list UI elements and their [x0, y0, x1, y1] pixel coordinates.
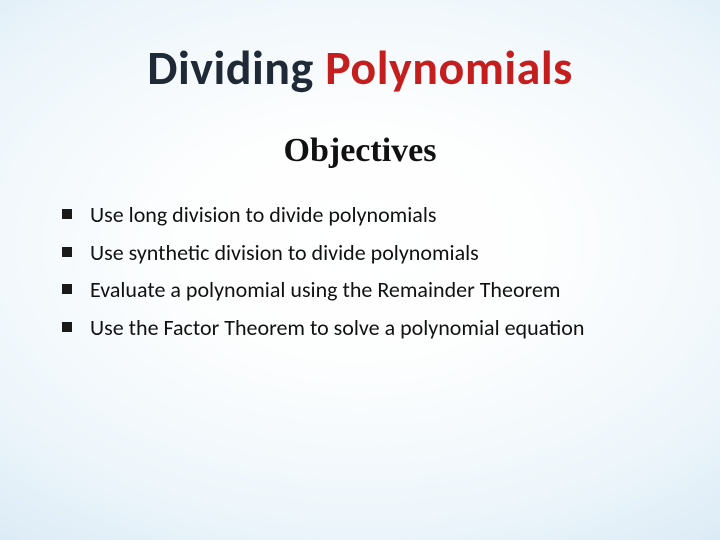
bullet-text: Use the Factor Theorem to solve a polyno… [90, 313, 584, 343]
title-word-1: Dividing [147, 38, 314, 97]
list-item: Use synthetic division to divide polynom… [62, 238, 680, 268]
bullet-text: Use synthetic division to divide polynom… [90, 238, 479, 268]
slide-subtitle: Objectives [0, 132, 720, 170]
square-bullet-icon [62, 322, 72, 332]
slide: Dividing Polynomials Objectives Use long… [0, 0, 720, 540]
square-bullet-icon [62, 247, 72, 257]
slide-title: Dividing Polynomials [0, 38, 720, 97]
list-item: Evaluate a polynomial using the Remainde… [62, 275, 680, 305]
list-item: Use long division to divide polynomials [62, 200, 680, 230]
bullet-text: Evaluate a polynomial using the Remainde… [90, 275, 560, 305]
bullet-text: Use long division to divide polynomials [90, 200, 437, 230]
square-bullet-icon [62, 209, 72, 219]
list-item: Use the Factor Theorem to solve a polyno… [62, 313, 680, 343]
square-bullet-icon [62, 284, 72, 294]
bullet-list: Use long division to divide polynomials … [62, 200, 680, 351]
title-word-2: Polynomials [325, 38, 573, 97]
